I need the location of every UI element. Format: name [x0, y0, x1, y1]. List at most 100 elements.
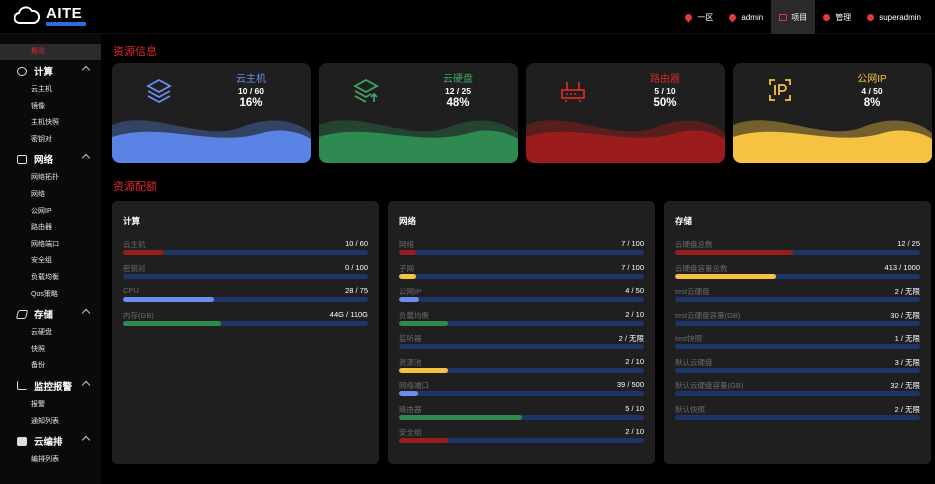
quota-card-title: 存储: [675, 216, 693, 226]
sidebar-group-label: 计算: [34, 67, 54, 78]
sidebar-group-label: 监控报警: [34, 381, 73, 393]
sidebar-group-network[interactable]: 网络: [0, 148, 101, 170]
quota-row: 内存(GB) 44G / 110G: [123, 310, 368, 328]
quota-progress-fill: [399, 391, 419, 396]
quota-progress-track: [399, 438, 644, 443]
domain-label: admin: [741, 12, 764, 22]
quota-value: 7 / 100: [621, 262, 644, 272]
sidebar-item-security-groups[interactable]: 安全组: [31, 257, 52, 265]
sidebar-item-images[interactable]: 镜像: [31, 102, 45, 110]
quota-label: 监听器: [399, 334, 422, 343]
sidebar-item-backups[interactable]: 备份: [31, 362, 45, 370]
chevron-up-icon: [81, 154, 91, 163]
resource-percent: 8%: [863, 97, 881, 109]
quota-row: 密钥对 0 / 100: [123, 263, 368, 281]
admin-link[interactable]: 管理: [815, 0, 859, 34]
domain-selector[interactable]: admin: [721, 0, 771, 34]
sidebar-item-topology[interactable]: 网络拓扑: [31, 174, 59, 182]
wave-decoration: [526, 120, 725, 163]
quota-label: test云硬盘容量(GB): [675, 310, 741, 320]
wave-decoration: [112, 120, 311, 163]
quota-value: 4 / 50: [625, 286, 644, 295]
sidebar-item-load-balancers[interactable]: 负载均衡: [31, 273, 59, 281]
quota-progress-track: [675, 344, 920, 349]
resource-card-routers[interactable]: 路由器 5 / 10 50%: [526, 63, 725, 163]
sidebar-item-ports[interactable]: 网络端口: [31, 240, 59, 248]
quota-label: 默认快照: [675, 404, 705, 414]
chevron-up-icon: [81, 308, 91, 318]
logo[interactable]: AITE: [14, 6, 86, 26]
quota-row: 云主机 10 / 60: [123, 239, 368, 257]
region-selector[interactable]: 一区: [677, 0, 721, 34]
quota-progress-track: [123, 320, 368, 326]
resource-quota-title: 资源配额: [113, 181, 157, 193]
sidebar-group-monitoring[interactable]: 监控报警: [0, 375, 101, 397]
sidebar-item-instance-snapshots[interactable]: 主机快照: [31, 119, 59, 127]
sidebar-item-alarms[interactable]: 报警: [31, 400, 45, 408]
resource-card-floating-ip[interactable]: 公网IP 4 / 50 8%: [733, 63, 932, 163]
quota-value: 0 / 100: [345, 262, 368, 272]
quota-row: 监听器 2 / 无限: [399, 333, 644, 351]
project-selector[interactable]: 项目: [771, 0, 816, 34]
quota-value: 32 / 无限: [890, 381, 920, 390]
resource-card-instances[interactable]: 云主机 10 / 60 16%: [112, 63, 311, 163]
quota-progress-fill: [399, 367, 448, 373]
quota-label: test快照: [675, 334, 703, 343]
quota-progress-track: [399, 250, 644, 255]
quota-row: 云硬盘总数 12 / 25: [675, 239, 920, 257]
quota-value: 2 / 无限: [894, 404, 920, 414]
top-bar: AITE 一区 admin 项目 管理 superadmin: [0, 0, 935, 34]
quota-progress-fill: [399, 320, 448, 326]
sidebar-item-routers[interactable]: 路由器: [31, 224, 52, 232]
username: superadmin: [879, 12, 921, 22]
sidebar-item-stacks[interactable]: 编排列表: [31, 456, 59, 464]
quota-row: test快照 1 / 无限: [675, 333, 920, 351]
chevron-up-icon: [81, 435, 91, 445]
quota-label: 路由器: [399, 404, 422, 414]
quota-progress-fill: [399, 250, 417, 255]
sidebar-item-notifications[interactable]: 通知列表: [31, 417, 59, 425]
sidebar-item-overview[interactable]: 概览: [0, 44, 101, 60]
sidebar-item-keypairs[interactable]: 密钥对: [31, 135, 52, 143]
quota-value: 30 / 无限: [890, 310, 920, 320]
resource-percent: 48%: [446, 97, 470, 109]
resource-info: 云硬盘 12 / 25 48%: [428, 74, 488, 110]
sidebar-item-volumes[interactable]: 云硬盘: [31, 329, 52, 337]
sidebar-item-floating-ip[interactable]: 公网IP: [31, 207, 52, 215]
quota-progress-track: [675, 391, 920, 396]
sidebar-group-compute[interactable]: 计算: [0, 60, 101, 82]
quota-row: 默认快照 2 / 无限: [675, 404, 920, 422]
quota-row: test云硬盘 2 / 无限: [675, 286, 920, 304]
resource-info: 云主机 10 / 60 16%: [221, 74, 281, 110]
quota-progress-fill: [399, 438, 448, 443]
project-icon: [779, 13, 788, 21]
chevron-up-icon: [81, 65, 91, 75]
sidebar-item-qos[interactable]: Qos策略: [31, 290, 58, 298]
monitor-icon: [17, 154, 27, 164]
quota-value: 3 / 无限: [894, 357, 920, 367]
storage-icon: [15, 309, 29, 319]
quota-label: 资源池: [399, 357, 422, 367]
sidebar-item-instances[interactable]: 云主机: [31, 86, 52, 93]
sidebar-item-networks[interactable]: 网络: [31, 190, 45, 198]
resource-name: 云主机: [236, 74, 266, 85]
ip-icon: [769, 79, 791, 101]
quota-label: 网络: [399, 240, 414, 249]
wave-decoration: [733, 120, 932, 163]
quota-row: 子网 7 / 100: [399, 263, 644, 281]
quota-card-title: 网络: [399, 216, 417, 226]
resource-percent: 16%: [239, 97, 263, 109]
user-menu[interactable]: superadmin: [859, 0, 935, 34]
sidebar-group-orchestration[interactable]: 云编排: [0, 430, 101, 452]
quota-card-network: 网络 网络 7 / 100 子网 7 / 100 公网IP 4 / 50 负载均衡 2 / 1…: [388, 201, 655, 464]
quota-value: 2 / 无限: [894, 287, 920, 296]
quota-label: 云主机: [123, 240, 146, 249]
sidebar-item-snapshots[interactable]: 快照: [31, 345, 45, 353]
sidebar-group-storage[interactable]: 存储: [0, 303, 101, 325]
logo-text: AITE: [46, 4, 83, 22]
resource-card-volumes[interactable]: 云硬盘 12 / 25 48%: [319, 63, 518, 163]
quota-card-title: 计算: [123, 216, 141, 226]
cloud-logo-icon: [14, 6, 40, 24]
quota-label: 子网: [399, 263, 414, 273]
quota-progress-track: [675, 297, 920, 302]
